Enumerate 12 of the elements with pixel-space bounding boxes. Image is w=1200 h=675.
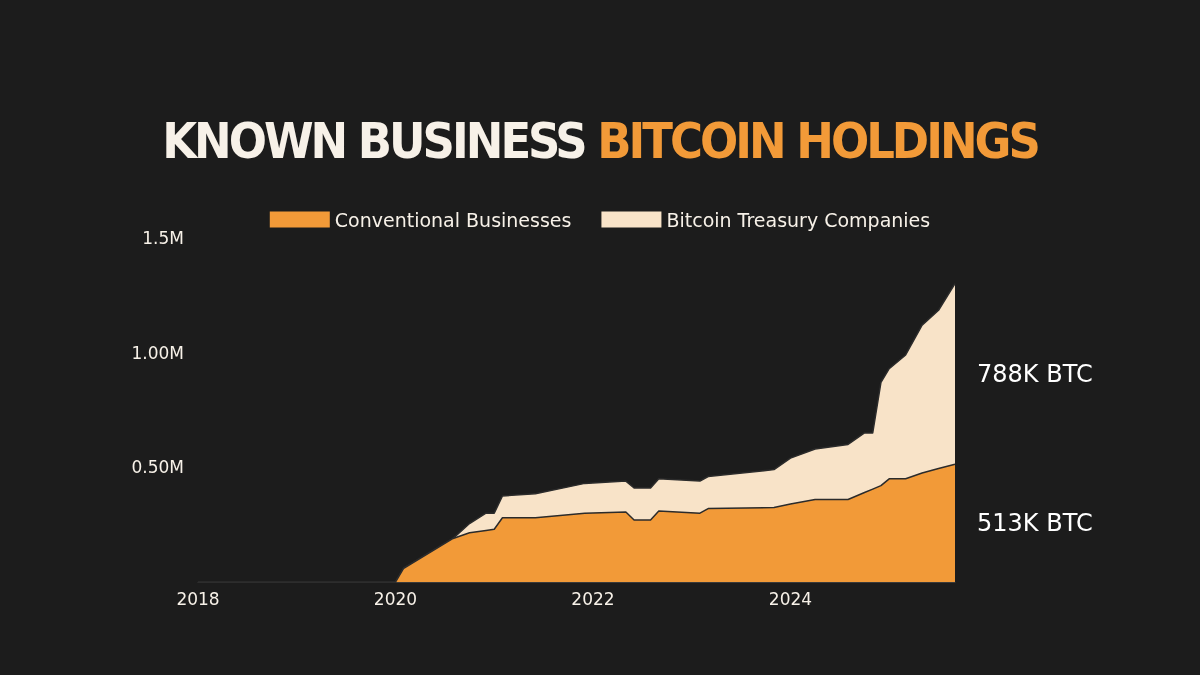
legend-label: Conventional Businesses [334, 208, 572, 231]
x-tick-label: 2020 [373, 588, 418, 609]
text: 513K BTC [977, 509, 1093, 538]
x-tick-label: 2022 [571, 588, 615, 609]
y-tick-label: 1.5M [142, 228, 184, 248]
x-tick-label: 2018 [176, 588, 220, 609]
chart-title: KNOWN BUSINESS BITCOIN HOLDINGS [162, 112, 1038, 170]
x-tick-label: 2024 [768, 588, 813, 609]
legend-label: Bitcoin Treasury Companies [666, 208, 931, 231]
y-tick-label: 1.00M [131, 342, 184, 363]
text: 788K BTC [977, 359, 1093, 388]
y-tick-label: 0.50M [131, 457, 184, 478]
